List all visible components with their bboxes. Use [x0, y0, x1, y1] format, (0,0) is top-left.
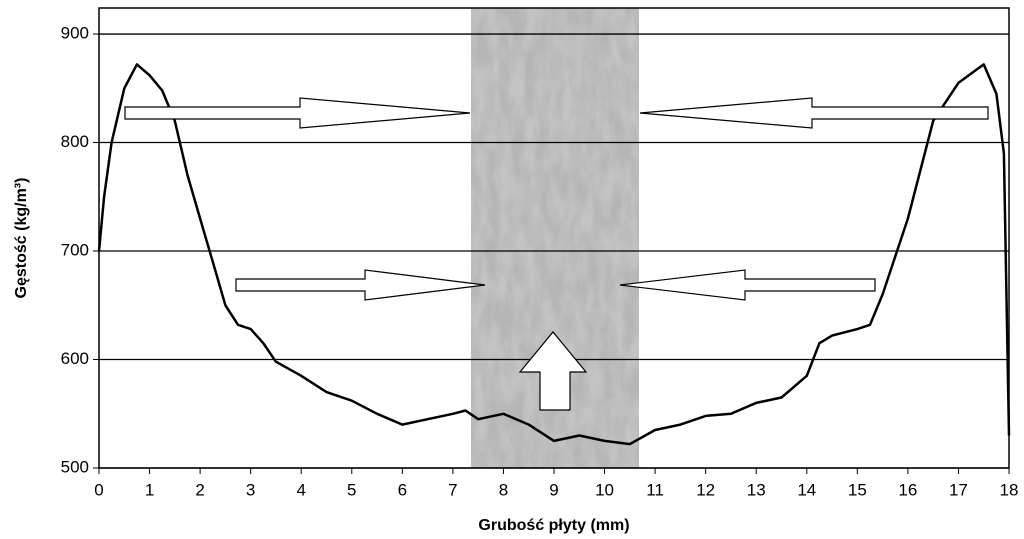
x-tick-label: 11: [646, 480, 664, 499]
x-tick-label: 9: [549, 480, 558, 499]
y-tick-label: 800: [61, 132, 89, 151]
density-line: [97, 63, 1011, 446]
x-tick-label: 15: [848, 480, 867, 499]
y-tick-label: 500: [61, 457, 89, 476]
x-tick-label: 8: [499, 480, 508, 499]
arrow: [235, 269, 486, 301]
x-tick-label: 0: [94, 480, 103, 499]
x-tick-label: 16: [898, 480, 917, 499]
x-tick-label: 14: [797, 480, 816, 499]
x-tick-label: 12: [696, 480, 715, 499]
x-tick-label: 7: [448, 480, 457, 499]
y-tick-label: 600: [61, 349, 89, 368]
x-tick-label: 18: [1000, 480, 1019, 499]
x-tick-label: 3: [246, 480, 255, 499]
x-tick-label: 17: [949, 480, 968, 499]
y-axis-title: Gęstość (kg/m³): [13, 178, 30, 299]
x-tick-label: 1: [145, 480, 154, 499]
x-tick-label: 5: [347, 480, 356, 499]
x-tick-label: 13: [747, 480, 766, 499]
arrow: [124, 97, 471, 129]
arrows: [124, 97, 989, 411]
x-tick-label: 4: [296, 480, 305, 499]
x-tick-label: 2: [195, 480, 204, 499]
y-tick-label: 700: [61, 241, 89, 260]
x-tick-label: 10: [595, 480, 614, 499]
arrow: [518, 331, 588, 411]
arrow: [639, 97, 989, 129]
y-tick-label: 900: [61, 24, 89, 43]
x-axis-title: Grubość płyty (mm): [478, 517, 629, 534]
x-tick-label: 6: [398, 480, 407, 499]
arrow: [619, 269, 876, 301]
